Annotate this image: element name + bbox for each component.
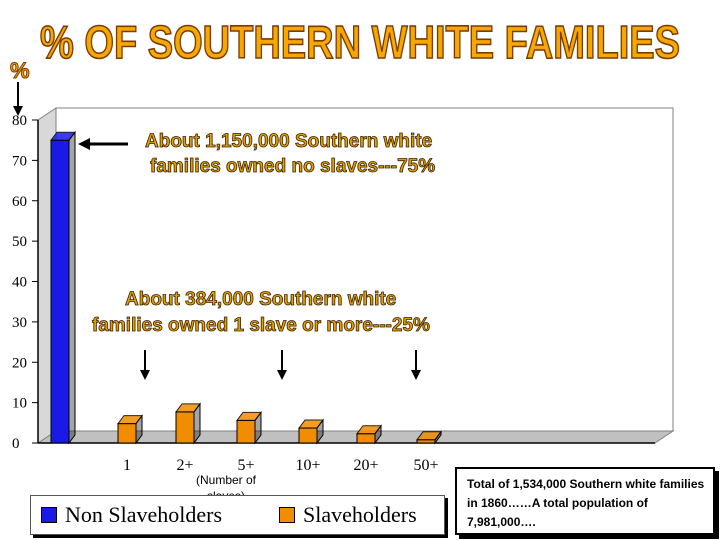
y-tick-label: 30: [12, 315, 27, 331]
bar-slaveholders-4: [298, 418, 324, 445]
annotation-top-line-2: families owned no slaves---75%: [150, 156, 435, 177]
annotation-arrow-head: [78, 138, 90, 150]
bar-slaveholders-3-front: [236, 419, 256, 444]
down-arrow-head-0: [140, 370, 150, 380]
bar-non-slaveholders: [50, 130, 76, 445]
y-tick-label: 60: [12, 194, 27, 210]
y-tick-label: 40: [12, 275, 27, 291]
bar-slaveholders-5-side: [374, 424, 382, 445]
chart-legend: Non Slaveholders Slaveholders: [30, 495, 445, 535]
bar-slaveholders-1: [117, 414, 143, 445]
annotation-middle-line-2: families owned 1 slave or more---25%: [92, 315, 430, 336]
y-tick-label: 10: [12, 396, 27, 412]
chart-back-wall: [55, 107, 674, 432]
down-arrow-head-2: [411, 370, 421, 380]
bar-slaveholders-6: [416, 430, 442, 445]
bar-slaveholders-4-side: [316, 418, 324, 445]
bar-slaveholders-2: [175, 402, 201, 445]
x-tick-label: 20+: [353, 457, 378, 474]
bar-slaveholders-5-front: [356, 433, 376, 444]
y-tick-label: 80: [12, 113, 27, 129]
legend-item-slaveholders: Slaveholders: [279, 502, 417, 528]
y-tick-label: 0: [12, 436, 20, 452]
bar-slaveholders-2-front: [175, 411, 195, 444]
total-note-box: Total of 1,534,000 Southern white famili…: [455, 467, 715, 535]
x-tick-label: 50+: [413, 457, 438, 474]
annotation-middle-line-1: About 384,000 Southern white: [125, 289, 396, 310]
bar-slaveholders-3: [236, 410, 262, 445]
x-tick-label: 10+: [295, 457, 320, 474]
bar-slaveholders-1-front: [117, 423, 137, 444]
bar-slaveholders-1-side: [135, 414, 143, 445]
down-arrow-head-1: [277, 370, 287, 380]
bar-slaveholders-5: [356, 424, 382, 445]
total-note-text: Total of 1,534,000 Southern white famili…: [467, 477, 705, 529]
x-axis-label-line: (Number of: [196, 473, 257, 487]
bar-slaveholders-4-front: [298, 427, 318, 444]
bar-slaveholders-6-side: [434, 430, 442, 445]
bar-slaveholders-3-side: [254, 410, 262, 445]
bar-slaveholders-2-side: [193, 402, 201, 445]
y-tick-label: 20: [12, 355, 27, 371]
x-tick-label: 1: [123, 457, 131, 474]
y-axis-label: %: [10, 58, 30, 83]
legend-label-slaveholders: Slaveholders: [303, 502, 417, 527]
legend-swatch-slaveholders: [279, 507, 295, 523]
y-axis-arrow-head: [13, 106, 23, 116]
y-tick-label: 50: [12, 234, 27, 250]
y-tick-label: 70: [12, 153, 27, 169]
x-tick-label: 2+: [176, 457, 193, 474]
legend-item-non-slaveholders: Non Slaveholders: [41, 502, 222, 528]
annotation-top-line-1: About 1,150,000 Southern white: [145, 131, 432, 152]
legend-label-non-slaveholders: Non Slaveholders: [65, 502, 223, 527]
legend-swatch-non-slaveholders: [41, 507, 57, 523]
bar-non-slaveholders-front: [50, 139, 70, 444]
bar-non-slaveholders-side: [68, 130, 76, 445]
chart-title: % OF SOUTHERN WHITE FAMILIES: [40, 16, 680, 68]
x-tick-label: 5+: [237, 457, 254, 474]
